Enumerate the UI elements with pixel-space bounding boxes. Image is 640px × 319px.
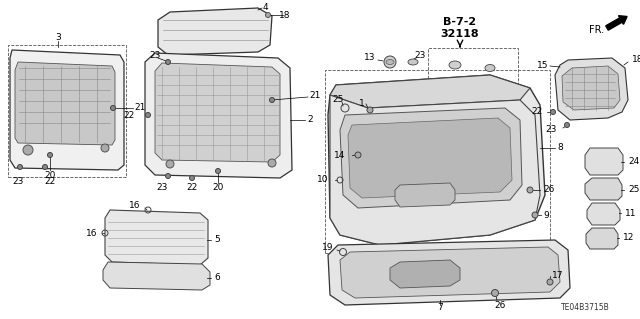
Circle shape bbox=[269, 98, 275, 102]
Text: 12: 12 bbox=[623, 234, 634, 242]
Circle shape bbox=[266, 12, 271, 18]
Text: 23: 23 bbox=[546, 125, 557, 135]
Circle shape bbox=[532, 212, 538, 218]
Polygon shape bbox=[395, 183, 455, 207]
Text: 32118: 32118 bbox=[441, 29, 479, 39]
Ellipse shape bbox=[408, 59, 418, 65]
Circle shape bbox=[492, 290, 499, 296]
Text: 13: 13 bbox=[364, 54, 375, 63]
Text: 23: 23 bbox=[149, 51, 161, 61]
Circle shape bbox=[527, 187, 533, 193]
Circle shape bbox=[550, 109, 556, 115]
Circle shape bbox=[166, 160, 174, 168]
Text: 21: 21 bbox=[134, 103, 146, 113]
Polygon shape bbox=[348, 118, 512, 198]
Text: 21: 21 bbox=[309, 91, 321, 100]
Text: 25: 25 bbox=[628, 186, 639, 195]
Text: 6: 6 bbox=[214, 273, 220, 283]
Text: 4: 4 bbox=[262, 4, 268, 12]
Polygon shape bbox=[586, 228, 618, 249]
Text: 18: 18 bbox=[632, 56, 640, 64]
Text: 17: 17 bbox=[552, 271, 564, 279]
FancyArrow shape bbox=[605, 16, 627, 30]
Text: 23: 23 bbox=[156, 183, 168, 192]
Polygon shape bbox=[328, 75, 545, 245]
Polygon shape bbox=[555, 58, 628, 120]
Text: 1: 1 bbox=[359, 99, 365, 108]
Text: 20: 20 bbox=[44, 170, 56, 180]
Circle shape bbox=[355, 152, 361, 158]
Text: 16: 16 bbox=[129, 201, 140, 210]
Circle shape bbox=[166, 174, 170, 179]
Polygon shape bbox=[10, 50, 124, 170]
Text: 9: 9 bbox=[543, 211, 548, 219]
Text: 26: 26 bbox=[494, 300, 506, 309]
Text: 16: 16 bbox=[86, 228, 97, 238]
Polygon shape bbox=[158, 8, 272, 55]
Polygon shape bbox=[15, 62, 115, 145]
Text: 5: 5 bbox=[214, 235, 220, 244]
Polygon shape bbox=[587, 203, 620, 225]
Text: FR.: FR. bbox=[589, 25, 605, 35]
Polygon shape bbox=[330, 75, 530, 108]
Text: 11: 11 bbox=[625, 209, 637, 218]
Ellipse shape bbox=[449, 61, 461, 69]
Polygon shape bbox=[340, 247, 560, 298]
Circle shape bbox=[367, 107, 373, 113]
Text: 22: 22 bbox=[44, 177, 56, 187]
Text: 26: 26 bbox=[543, 186, 554, 195]
Polygon shape bbox=[340, 108, 522, 208]
Text: 3: 3 bbox=[55, 33, 61, 42]
Polygon shape bbox=[390, 260, 460, 288]
Polygon shape bbox=[330, 95, 540, 245]
Text: 25: 25 bbox=[332, 95, 344, 105]
Text: 22: 22 bbox=[124, 110, 135, 120]
Text: 2: 2 bbox=[307, 115, 313, 124]
Circle shape bbox=[166, 60, 170, 64]
Circle shape bbox=[564, 122, 570, 128]
Polygon shape bbox=[585, 178, 622, 200]
Polygon shape bbox=[155, 63, 280, 162]
Text: 7: 7 bbox=[437, 303, 443, 313]
Polygon shape bbox=[145, 53, 292, 178]
Circle shape bbox=[268, 159, 276, 167]
Polygon shape bbox=[328, 240, 570, 305]
Text: 22: 22 bbox=[186, 183, 198, 192]
Text: 24: 24 bbox=[628, 158, 639, 167]
Polygon shape bbox=[105, 210, 208, 265]
Circle shape bbox=[547, 279, 553, 285]
Polygon shape bbox=[103, 262, 210, 290]
Circle shape bbox=[47, 152, 52, 158]
Ellipse shape bbox=[386, 60, 394, 64]
Text: 14: 14 bbox=[333, 151, 345, 160]
Text: 19: 19 bbox=[321, 243, 333, 253]
Circle shape bbox=[17, 165, 22, 169]
Text: B-7-2: B-7-2 bbox=[444, 17, 477, 27]
Bar bbox=[8, 45, 126, 177]
Circle shape bbox=[111, 106, 115, 110]
Circle shape bbox=[23, 145, 33, 155]
Ellipse shape bbox=[485, 64, 495, 71]
Circle shape bbox=[216, 168, 221, 174]
Text: 8: 8 bbox=[557, 144, 563, 152]
Bar bbox=[325, 70, 550, 253]
Text: 23: 23 bbox=[414, 50, 426, 60]
Text: 20: 20 bbox=[212, 183, 224, 192]
Bar bbox=[428, 48, 518, 110]
Circle shape bbox=[101, 144, 109, 152]
Circle shape bbox=[42, 165, 47, 169]
Text: TE04B3715B: TE04B3715B bbox=[561, 303, 610, 313]
Circle shape bbox=[145, 113, 150, 117]
Text: 23: 23 bbox=[12, 177, 24, 187]
Circle shape bbox=[189, 175, 195, 181]
Text: 15: 15 bbox=[536, 61, 548, 70]
Polygon shape bbox=[585, 148, 623, 175]
Polygon shape bbox=[562, 66, 620, 110]
Text: 18: 18 bbox=[279, 11, 291, 19]
Text: 10: 10 bbox=[317, 175, 328, 184]
Text: 22: 22 bbox=[532, 108, 543, 116]
Circle shape bbox=[384, 56, 396, 68]
